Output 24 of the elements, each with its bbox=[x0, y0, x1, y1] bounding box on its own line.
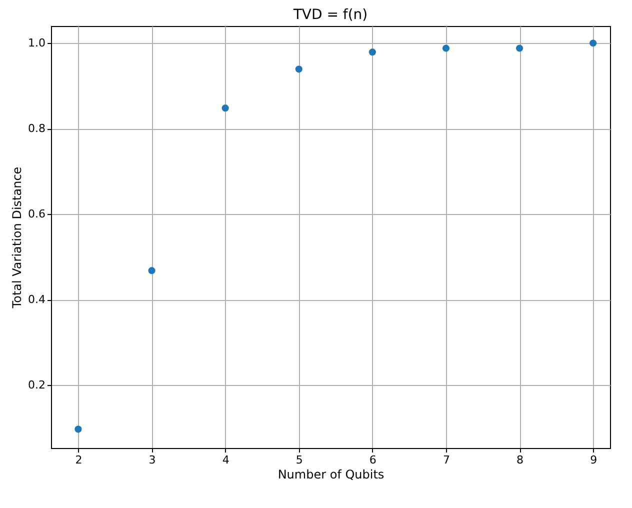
y-tick-label: 0.8 bbox=[28, 122, 46, 136]
x-tick-label: 3 bbox=[148, 454, 156, 466]
y-tick-label: 1.0 bbox=[28, 36, 46, 50]
x-tick-label: 2 bbox=[75, 454, 82, 466]
point bbox=[516, 44, 524, 52]
x-tick-label: 8 bbox=[516, 454, 524, 466]
x-tick-label: 9 bbox=[590, 454, 598, 466]
x-tick-label: 4 bbox=[222, 454, 230, 466]
point bbox=[148, 267, 156, 274]
point bbox=[442, 44, 450, 52]
x-tick-label: 5 bbox=[296, 454, 303, 466]
point bbox=[590, 40, 597, 47]
point bbox=[368, 48, 376, 56]
y-tick-label: 0.6 bbox=[28, 208, 46, 221]
y-tick-label: 0.2 bbox=[28, 378, 46, 392]
x-tick-label: 6 bbox=[369, 454, 376, 466]
x-tick-label: 7 bbox=[442, 454, 450, 466]
y-axis-title: Total Variation Distance bbox=[10, 166, 24, 310]
y-tick-label: 0.4 bbox=[28, 293, 46, 306]
point bbox=[74, 426, 82, 433]
point bbox=[295, 66, 302, 73]
x-axis-title: Number of Qubits bbox=[278, 468, 384, 482]
chart-title: TVD = f(n) bbox=[292, 7, 368, 23]
point bbox=[222, 104, 229, 112]
